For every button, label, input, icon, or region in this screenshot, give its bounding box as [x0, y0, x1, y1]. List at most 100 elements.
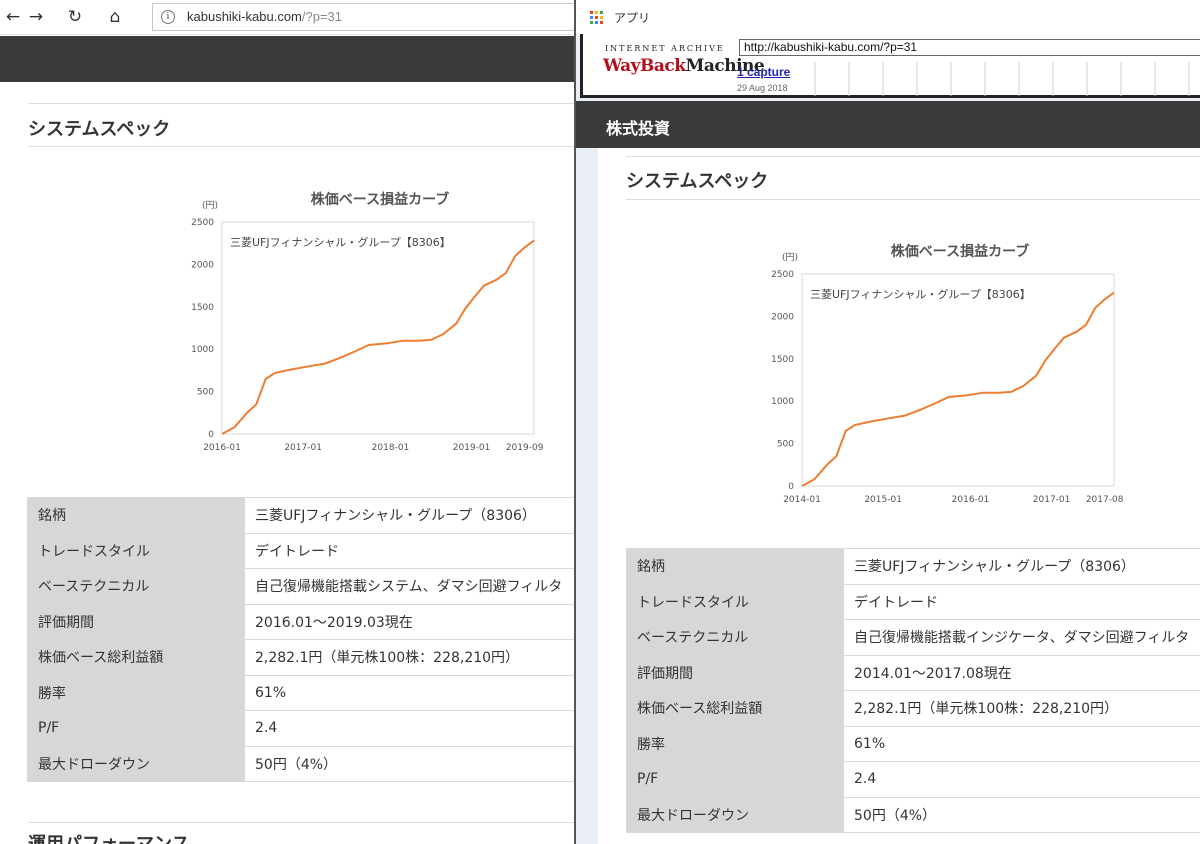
- spec-key: 株価ベース総利益額: [27, 639, 245, 676]
- x-tick-label: 2017-08: [1086, 495, 1124, 505]
- spec-key: トレードスタイル: [27, 532, 245, 569]
- home-icon[interactable]: ⌂: [109, 7, 121, 27]
- table-row: 最大ドローダウン 50円（4%）: [626, 796, 1200, 833]
- x-tick-label: 2016-01: [203, 443, 241, 453]
- table-row: 銘柄 三菱UFJフィナンシャル・グループ（8306）: [626, 548, 1200, 585]
- y-axis-unit: (円): [202, 200, 218, 211]
- divider: [28, 103, 574, 104]
- series-legend-label: 三菱UFJフィナンシャル・グループ【8306】: [230, 235, 451, 249]
- table-row: P/F 2.4: [27, 710, 574, 747]
- y-tick-label: 2000: [191, 260, 214, 270]
- site-header-bar: [0, 36, 574, 82]
- back-arrow-icon[interactable]: ←: [5, 7, 21, 27]
- spec-value: 自己復帰機能搭載システム、ダマシ回避フィルタ: [244, 568, 574, 605]
- plot-area: [801, 273, 1115, 487]
- wayback-url-input[interactable]: http://kabushiki-kabu.com/?p=31: [739, 39, 1200, 56]
- y-tick-label: 0: [788, 482, 794, 492]
- address-bar[interactable]: i kabushiki-kabu.com/?p=31: [152, 3, 574, 31]
- x-tick-label: 2019-01: [453, 443, 491, 453]
- table-row: トレードスタイル デイトレード: [626, 583, 1200, 620]
- y-tick-label: 1000: [191, 345, 214, 355]
- spec-value: 自己復帰機能搭載インジケータ、ダマシ回避フィルタ: [843, 619, 1200, 656]
- wayback-toolbar: INTERNET ARCHIVE WayBackMachine http://k…: [580, 34, 1200, 98]
- spec-value: 61%: [244, 674, 574, 711]
- section-title-system-spec: システムスペック: [626, 171, 769, 192]
- y-tick-label: 500: [197, 388, 214, 398]
- logo-wayback: WayBack: [603, 56, 686, 76]
- spec-value: デイトレード: [843, 583, 1200, 620]
- table-row: 評価期間 2016.01～2019.03現在: [27, 603, 574, 640]
- table-row: 勝率 61%: [626, 725, 1200, 762]
- apps-grid-icon[interactable]: [590, 11, 603, 24]
- spec-table: 銘柄 三菱UFJフィナンシャル・グループ（8306） トレードスタイル デイトレードベ…: [27, 497, 574, 782]
- x-tick-label: 2015-01: [864, 495, 902, 505]
- spec-key: P/F: [27, 710, 245, 747]
- profit-curve-chart: 株価ベース損益カーブ (円) 2500 2000 1500 1000 500 0 2016-01…: [180, 180, 550, 465]
- site-header: 株式投資: [576, 101, 1200, 148]
- x-tick-label: 2018-01: [372, 443, 410, 453]
- captures-link[interactable]: 1 capture: [737, 65, 791, 79]
- table-row: 評価期間 2014.01～2017.08現在: [626, 654, 1200, 691]
- wayback-machine-logo[interactable]: WayBackMachine: [603, 56, 765, 76]
- right-browser-window: アプリ INTERNET ARCHIVE WayBackMachine http…: [574, 0, 1200, 844]
- spec-value: 2.4: [843, 761, 1200, 798]
- chart-svg: 株価ベース損益カーブ (円) 2500 2000 1500 1000 500 0 2014-01…: [771, 243, 1124, 505]
- table-row: トレードスタイル デイトレード: [27, 532, 574, 569]
- spec-table: 銘柄 三菱UFJフィナンシャル・グループ（8306） トレードスタイル デイトレードベ…: [626, 548, 1200, 833]
- page-content: システムスペック 株価ベース損益カーブ (円) 2500 2000 1500 1000 50…: [598, 148, 1200, 844]
- refresh-icon[interactable]: ↻: [67, 7, 83, 27]
- left-browser-toolbar: ← → ↻ ⌂ i kabushiki-kabu.com/?p=31: [0, 0, 574, 35]
- series-line: [221, 239, 535, 435]
- section-title-performance: 運用パフォーマンス: [28, 830, 190, 844]
- site-name[interactable]: 株式投資: [606, 119, 671, 138]
- internet-archive-label: INTERNET ARCHIVE: [605, 44, 725, 53]
- section-title-system-spec: システムスペック: [28, 119, 171, 140]
- table-row: ベーステクニカル 自己復帰機能搭載システム、ダマシ回避フィルタ: [27, 568, 574, 605]
- logo-machine: Machine: [685, 56, 765, 76]
- y-tick-label: 1500: [191, 303, 214, 313]
- table-row: 株価ベース総利益額 2,282.1円（単元株100株：228,210円）: [27, 639, 574, 676]
- info-icon[interactable]: i: [161, 10, 175, 24]
- spec-key: 評価期間: [626, 654, 844, 691]
- chart-title: 株価ベース損益カーブ: [891, 243, 1029, 260]
- series-legend-label: 三菱UFJフィナンシャル・グループ【8306】: [810, 287, 1031, 301]
- table-row: 最大ドローダウン 50円（4%）: [27, 745, 574, 782]
- x-tick-label: 2017-01: [1033, 495, 1071, 505]
- x-tick-label: 2017-01: [284, 443, 322, 453]
- y-tick-label: 2500: [191, 218, 214, 228]
- spec-key: トレードスタイル: [626, 583, 844, 620]
- spec-value: 2,282.1円（単元株100株：228,210円）: [244, 639, 574, 676]
- url-path: /?p=31: [301, 9, 343, 24]
- y-tick-label: 1500: [771, 355, 794, 365]
- table-row: P/F 2.4: [626, 761, 1200, 798]
- y-tick-label: 2500: [771, 270, 794, 280]
- address-url[interactable]: kabushiki-kabu.com/?p=31: [187, 9, 342, 24]
- forward-arrow-icon[interactable]: →: [28, 7, 44, 27]
- spec-key: 最大ドローダウン: [27, 745, 245, 782]
- capture-timeline-sparkline[interactable]: [801, 62, 1200, 96]
- spec-key: 評価期間: [27, 603, 245, 640]
- y-tick-label: 1000: [771, 397, 794, 407]
- spec-key: 株価ベース総利益額: [626, 690, 844, 727]
- spec-value: 2016.01～2019.03現在: [244, 603, 574, 640]
- table-row: 勝率 61%: [27, 674, 574, 711]
- spec-value: 50円（4%）: [244, 745, 574, 782]
- apps-label[interactable]: アプリ: [614, 11, 651, 25]
- profit-curve-chart: 株価ベース損益カーブ (円) 2500 2000 1500 1000 500 0 2014-01…: [760, 232, 1130, 517]
- y-tick-label: 2000: [771, 312, 794, 322]
- url-host: kabushiki-kabu.com: [187, 9, 302, 24]
- plot-area: [221, 221, 535, 435]
- spec-key: 最大ドローダウン: [626, 796, 844, 833]
- divider: [28, 822, 574, 823]
- spec-value: 三菱UFJフィナンシャル・グループ（8306）: [843, 548, 1200, 585]
- y-tick-label: 0: [208, 430, 214, 440]
- spec-key: P/F: [626, 761, 844, 798]
- y-tick-label: 500: [777, 440, 794, 450]
- spec-value: 50円（4%）: [843, 796, 1200, 833]
- spec-key: 勝率: [626, 725, 844, 762]
- chart-title: 株価ベース損益カーブ: [311, 191, 449, 208]
- spec-key: ベーステクニカル: [626, 619, 844, 656]
- spec-value: 2.4: [244, 710, 574, 747]
- bookmarks-bar: アプリ: [576, 0, 1200, 34]
- x-tick-label: 2014-01: [783, 495, 821, 505]
